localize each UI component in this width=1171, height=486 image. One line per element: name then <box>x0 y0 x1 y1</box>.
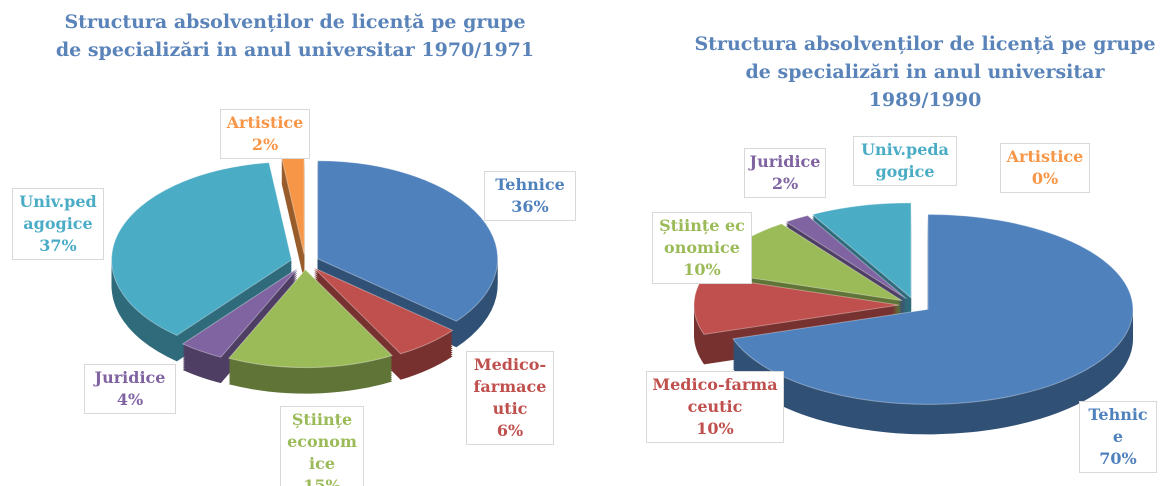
category-name: Tehnice <box>495 175 565 194</box>
data-label: Artistice 0% <box>1000 143 1090 193</box>
category-name: Juridice <box>94 368 166 387</box>
value-label: 6% <box>496 421 524 440</box>
data-label: Juridice 4% <box>84 364 176 414</box>
data-label: Univ.pedagogice <box>853 136 957 186</box>
data-label: Medico-farmaceutic 6% <box>466 351 554 445</box>
data-label: Tehnice 70% <box>1079 401 1157 473</box>
category-name: Artistice <box>1006 147 1084 166</box>
category-name: Științe economice <box>659 216 745 257</box>
category-name: Tehnice <box>1088 405 1148 446</box>
slice <box>811 202 912 299</box>
category-name: Univ.pedagogice <box>861 140 949 181</box>
value-label: 10% <box>696 419 734 438</box>
category-name: Medico-farmaceutic <box>652 375 778 416</box>
slice <box>227 268 394 369</box>
category-name: Artistice <box>226 113 304 132</box>
value-label: 36% <box>511 197 549 216</box>
slice <box>317 160 499 322</box>
value-label: 0% <box>1031 169 1059 188</box>
data-label: Juridice 2% <box>744 148 826 198</box>
category-name: Univ.pedagogice <box>19 192 97 233</box>
value-label: 15% <box>303 476 341 486</box>
data-label: Științe economice 10% <box>652 212 752 284</box>
data-label: Tehnice 36% <box>484 171 576 221</box>
value-label: 2% <box>771 174 799 193</box>
category-name: Medico-farmaceutic <box>473 355 547 418</box>
data-label: Științe economice 15% <box>280 406 364 486</box>
value-label: 2% <box>251 135 279 154</box>
chart-title: Structura absolvenților de licență pe gr… <box>55 11 535 61</box>
slice <box>111 162 293 336</box>
value-label: 70% <box>1099 449 1137 468</box>
value-label: 37% <box>39 236 77 255</box>
value-label: 4% <box>116 390 144 409</box>
slice <box>784 214 907 300</box>
category-name: Juridice <box>749 152 821 171</box>
chart-title: Structura absolvenților de licență pe gr… <box>694 33 1156 111</box>
slice <box>313 267 454 355</box>
category-name: Științe economice <box>287 410 357 473</box>
data-label: Univ.pedagogice 37% <box>12 188 104 260</box>
data-label: Artistice 2% <box>220 109 310 159</box>
slice <box>732 213 1134 405</box>
data-label: Medico-farmaceutic 10% <box>646 371 784 443</box>
value-label: 10% <box>683 260 721 279</box>
slice <box>181 268 298 358</box>
